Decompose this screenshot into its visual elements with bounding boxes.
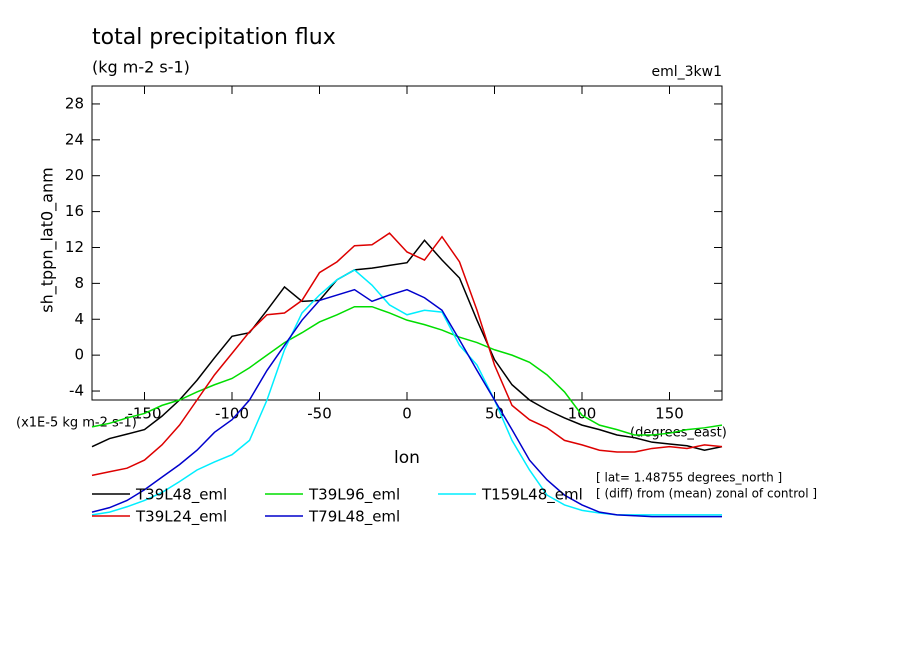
run-label: eml_3kw1 [651,64,722,80]
legend-label: T39L48_eml [135,486,227,505]
chart-title: total precipitation flux [92,25,336,50]
y-tick-label: -4 [69,382,84,400]
x-tick-label: 100 [568,405,597,423]
x-units: (degrees_east) [630,426,727,441]
y-tick-label: 12 [65,238,84,256]
x-tick-label: 150 [655,405,684,423]
legend-label: T159L48_eml [481,486,583,505]
y-tick-label: 16 [65,202,84,220]
chart-subtitle: (kg m-2 s-1) [92,58,190,77]
legend-label: T39L96_eml [308,486,400,505]
x-tick-label: -50 [307,405,332,423]
series-line [91,232,723,477]
legend-label: T79L48_eml [308,508,400,527]
note: [ (diff) from (mean) zonal of control ] [596,487,817,501]
note: [ lat= 1.48755 degrees_north ] [596,471,782,485]
x-tick-label: 0 [402,405,412,423]
y-tick-label: 24 [65,130,84,148]
x-tick-label: 50 [485,405,504,423]
y-tick-label: 28 [65,94,84,112]
y-tick-label: 20 [65,166,84,184]
series-line [91,305,723,436]
y-tick-label: 4 [74,310,84,328]
y-tick-label: 8 [74,274,84,292]
legend-label: T39L24_eml [135,508,227,527]
x-axis-label: lon [394,448,420,468]
series-line [91,239,723,452]
y-tick-label: 0 [74,346,84,364]
x-tick-label: -100 [215,405,249,423]
series-line [91,288,722,518]
y-axis-label: sh_tppn_lat0_anm [38,167,58,312]
plot-frame [91,85,723,401]
y-units: (x1E-5 kg m-2 s-1) [16,416,137,431]
